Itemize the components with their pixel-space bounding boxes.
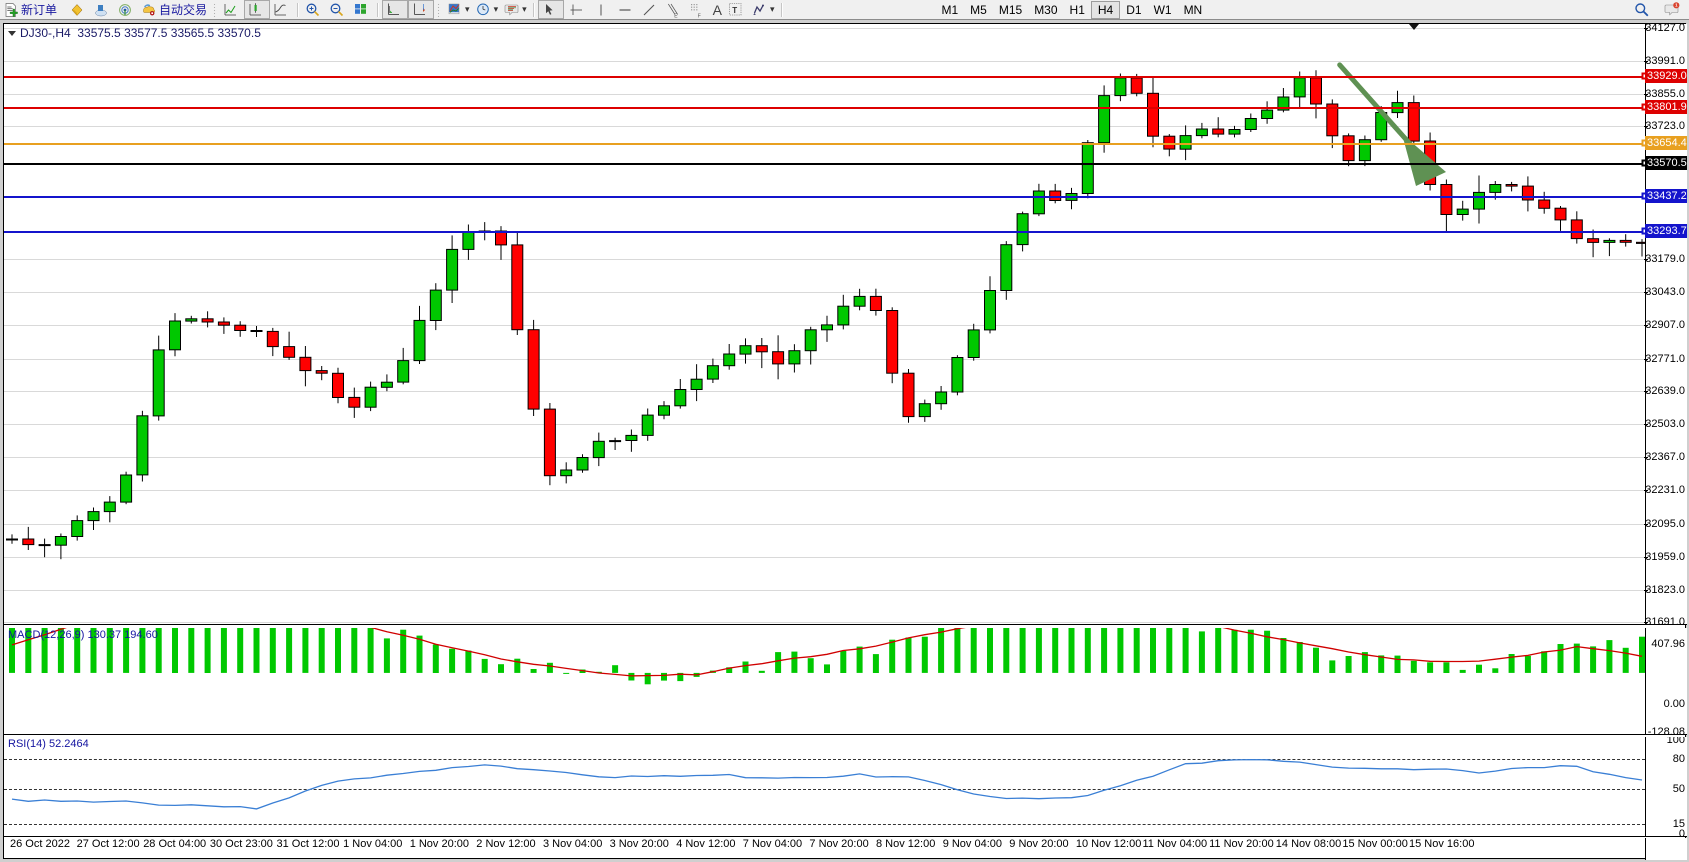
svg-text:T: T <box>732 6 737 15</box>
svg-text:F: F <box>697 13 700 18</box>
